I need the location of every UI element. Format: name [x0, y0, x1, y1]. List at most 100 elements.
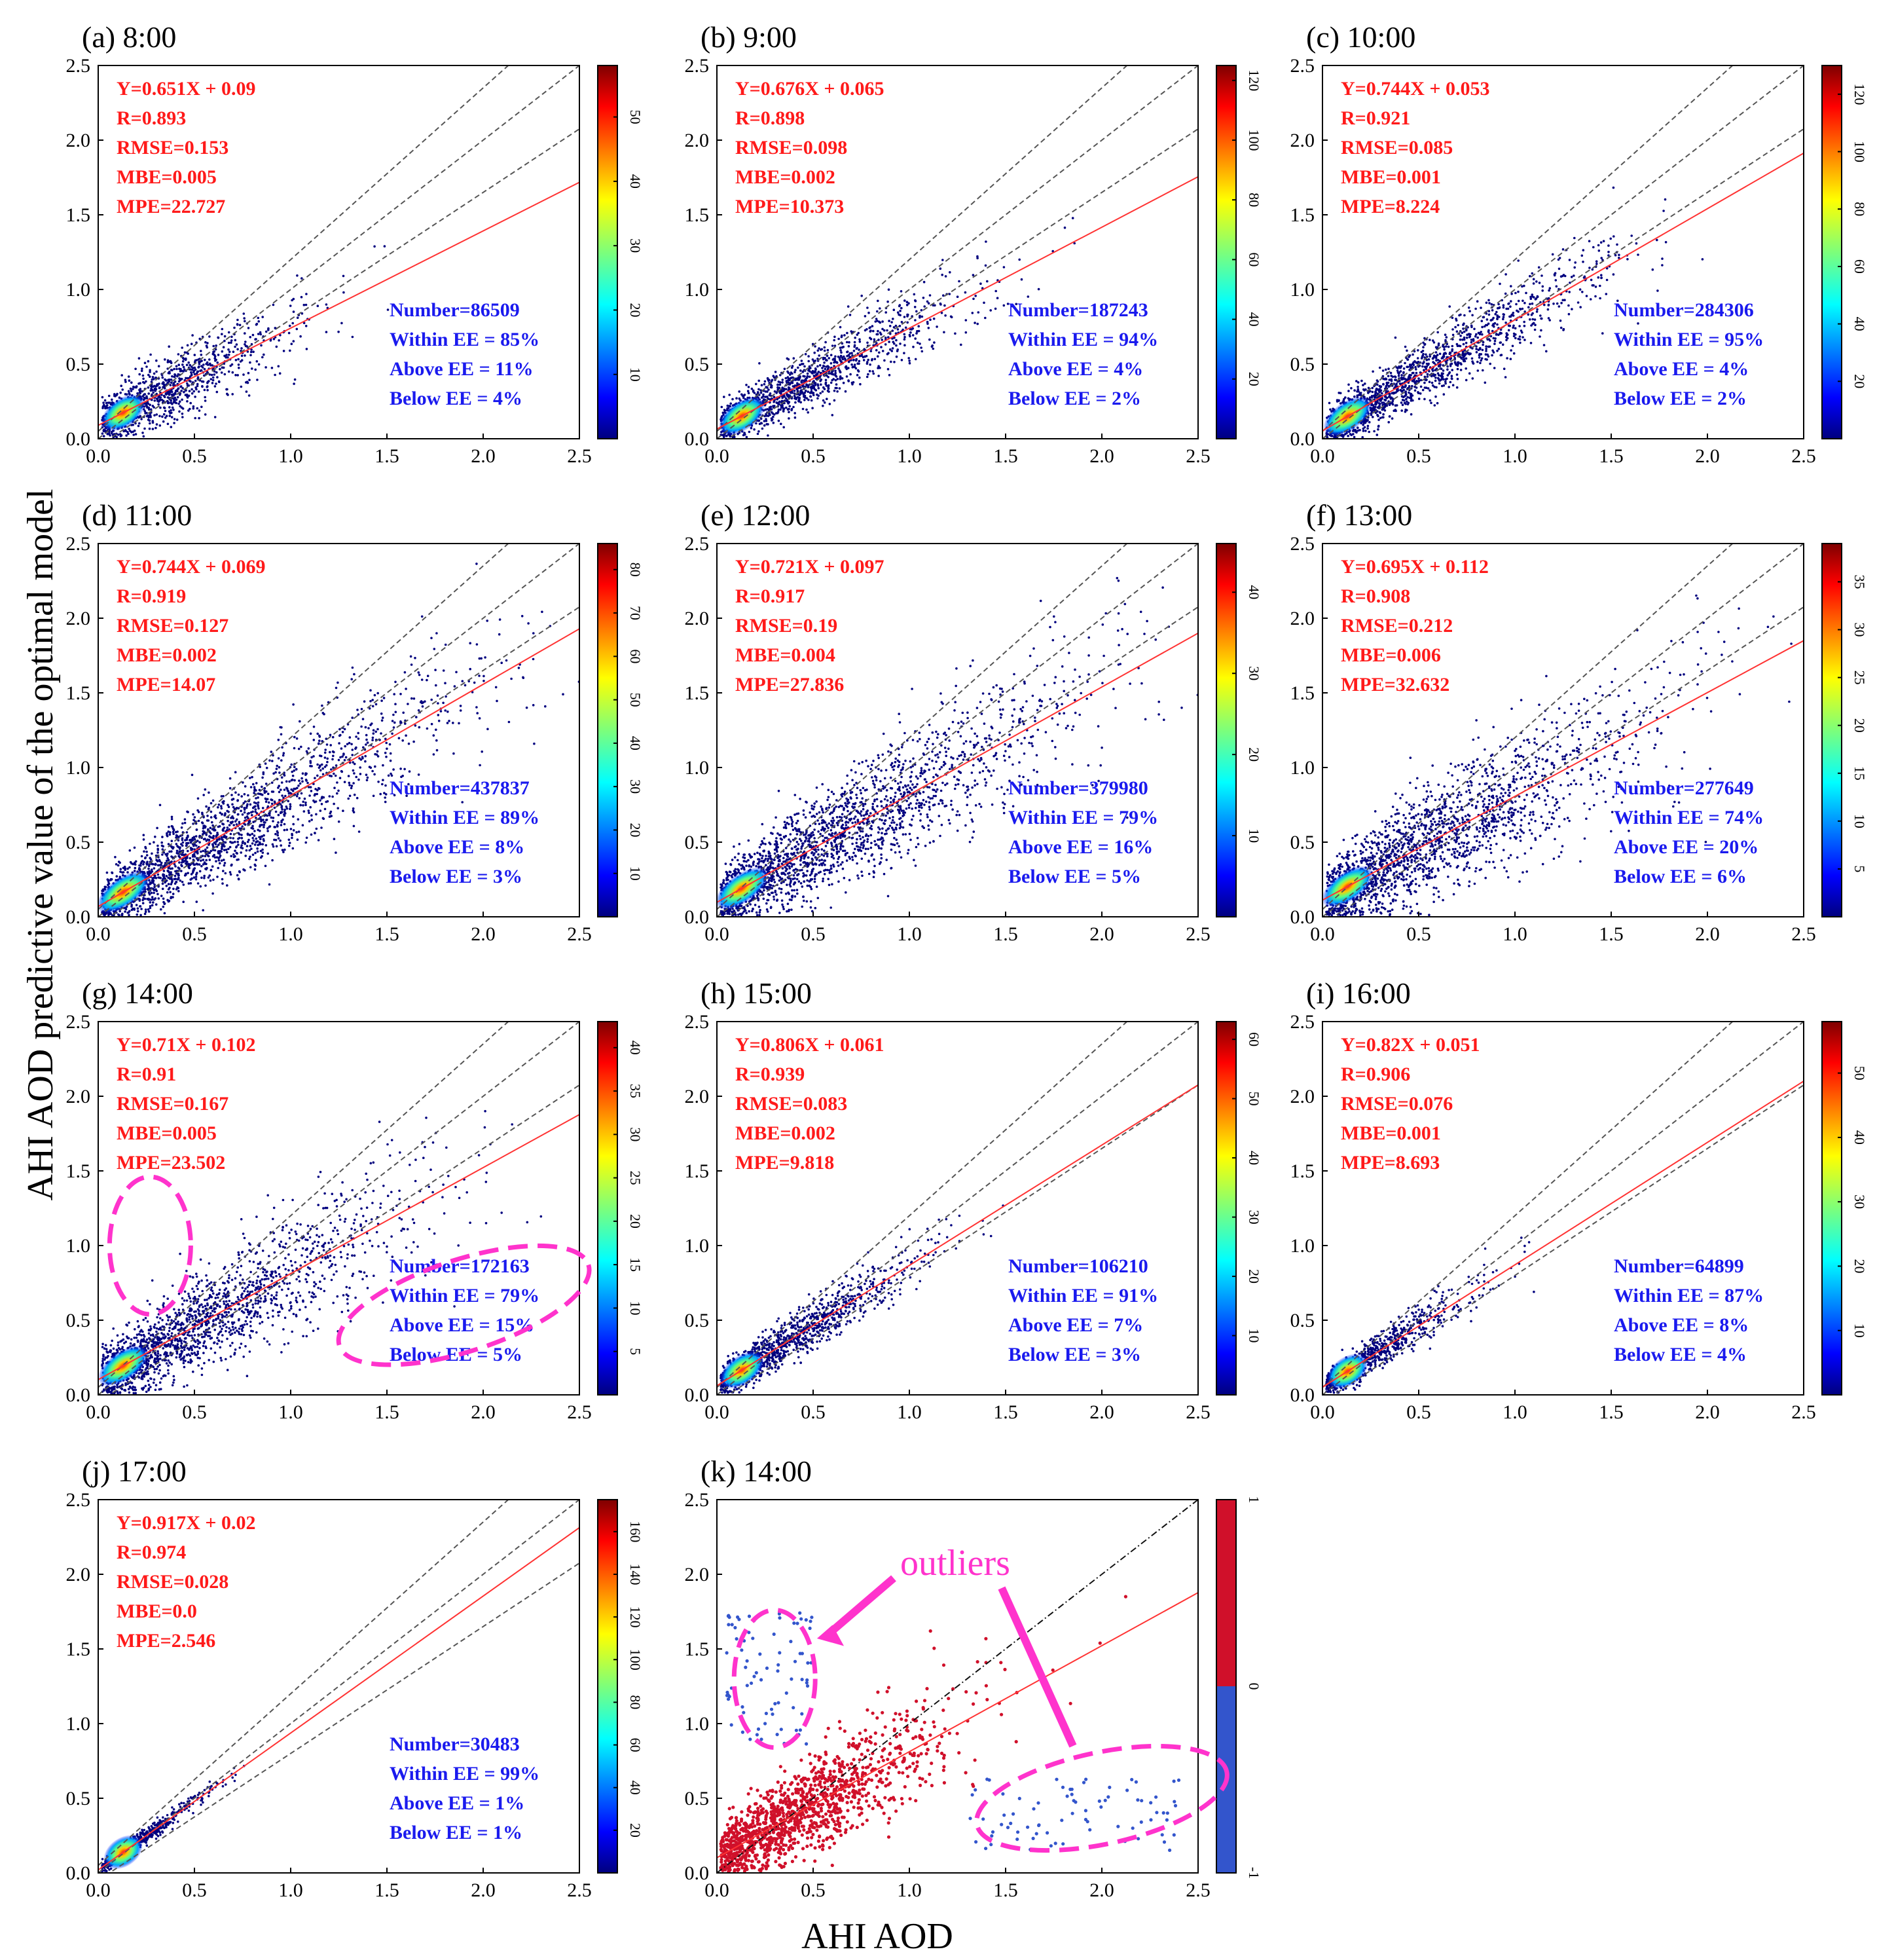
plot-area: [1322, 65, 1804, 439]
y-tick-label: 1.0: [1290, 757, 1315, 779]
x-tick-label: 2.5: [1791, 445, 1816, 467]
stat-red-line: MBE=0.005: [117, 1122, 217, 1144]
ee-line-2: [727, 128, 1198, 439]
stat-red-line: RMSE=0.076: [1341, 1093, 1453, 1115]
x-tick-label: 2.0: [1089, 1401, 1114, 1423]
stat-red-line: MBE=0.002: [735, 1122, 835, 1144]
x-tick-label: 0.0: [86, 923, 111, 945]
x-tick-label: 0.0: [704, 923, 729, 945]
axes-frame: [98, 1499, 580, 1874]
x-tick-label: 1.0: [897, 923, 922, 945]
x-tick-label: 0.0: [1310, 445, 1335, 467]
ee-line-2: [1332, 606, 1804, 917]
colorbar-tick-label: 5: [627, 1348, 644, 1355]
plot-area: [98, 1500, 579, 1873]
x-tick-label: 2.0: [1695, 923, 1720, 945]
y-tick-label: 1.0: [685, 279, 710, 301]
y-tick-label: 0.5: [1290, 1310, 1315, 1331]
x-tick-label: 1.5: [374, 1879, 399, 1901]
stat-red-line: MPE=27.836: [735, 674, 844, 695]
stat-blue-line: Within EE = 94%: [1008, 329, 1158, 350]
x-tick-label: 2.0: [471, 1401, 496, 1423]
stat-red-line: RMSE=0.212: [1341, 615, 1453, 637]
colorbar: [1821, 65, 1842, 439]
y-tick-label: 0.0: [1290, 1384, 1315, 1406]
stat-blue-line: Below EE = 4%: [1614, 1344, 1747, 1365]
y-tick-label: 0.5: [1290, 354, 1315, 375]
colorbar-tick-label: 35: [627, 1084, 644, 1098]
plot-area: [98, 1022, 579, 1395]
panel-j: (j) 17:00 0.0 0.5 1.0 1.5 2.0 2.5 0.0 0.5 1.0 1.5 2…: [66, 1454, 644, 1901]
y-tick-label: 0.0: [66, 1862, 91, 1884]
colorbar-tick-label: 60: [1246, 252, 1262, 267]
y-tick-label: 0.5: [685, 832, 710, 853]
panel-title: (i) 16:00: [1306, 976, 1411, 1010]
x-tick-label: 0.0: [704, 445, 729, 467]
stat-blue-line: Number=64899: [1614, 1255, 1744, 1277]
colorbar-tick-label: 50: [627, 693, 644, 707]
outliers-arrowhead: [816, 1625, 845, 1646]
x-tick-label: 1.0: [278, 1879, 303, 1901]
scatter-points: [719, 1595, 1181, 1873]
y-tick-label: 2.0: [1290, 608, 1315, 629]
ee-line-0: [98, 65, 509, 432]
stat-red-line: R=0.908: [1341, 585, 1410, 607]
stat-blue-line: Number=30483: [390, 1733, 520, 1755]
colorbar-tick-label: 30: [1851, 1194, 1868, 1209]
panel-title: (j) 17:00: [82, 1454, 187, 1488]
x-tick-label: 2.0: [1089, 445, 1114, 467]
y-tick-label: 2.5: [685, 1011, 710, 1033]
x-tick-label: 1.0: [1503, 445, 1527, 467]
x-tick-label: 2.5: [567, 445, 592, 467]
colorbar-tick-label: 20: [627, 303, 644, 317]
ee-line-2: [108, 606, 579, 917]
stat-red-line: Y=0.695X + 0.112: [1341, 556, 1489, 578]
colorbar-tick-label: 20: [1851, 718, 1868, 733]
y-tick-label: 2.0: [685, 1564, 710, 1585]
stat-red-line: R=0.906: [1341, 1063, 1410, 1085]
one-to-one-line: [717, 1500, 1198, 1873]
y-tick-label: 1.0: [685, 1713, 710, 1735]
stat-red-line: MBE=0.0: [117, 1600, 197, 1622]
y-tick-label: 0.5: [66, 1310, 91, 1331]
outliers-arrow: [826, 1575, 896, 1637]
stat-blue-line: Above EE = 4%: [1614, 358, 1749, 380]
stat-red-line: R=0.893: [117, 107, 186, 129]
y-tick-label: 0.0: [66, 428, 91, 450]
highlight-outlier-cluster: [731, 1608, 818, 1750]
y-tick-label: 2.5: [1290, 55, 1315, 77]
colorbar-tick-label: 20: [1246, 747, 1262, 762]
panel-title: (k) 14:00: [701, 1454, 812, 1488]
x-tick-label: 0.0: [704, 1879, 729, 1901]
x-tick-label: 1.5: [374, 445, 399, 467]
fit-line: [717, 1592, 1198, 1858]
panel-title: (a) 8:00: [82, 20, 176, 54]
stat-red-line: R=0.91: [117, 1063, 176, 1085]
colorbar-tick-label: 1: [1246, 1496, 1262, 1504]
colorbar-tick-label: 40: [627, 1041, 644, 1055]
axes-frame: [98, 65, 580, 439]
y-tick-label: 1.5: [685, 1160, 710, 1182]
y-tick-label: 2.0: [66, 1564, 91, 1585]
x-tick-label: 2.0: [1695, 1401, 1720, 1423]
fit-line: [717, 176, 1198, 430]
panel-title: (e) 12:00: [701, 498, 810, 532]
x-tick-label: 1.5: [993, 1401, 1018, 1423]
x-tick-label: 2.5: [567, 923, 592, 945]
panel-e: (e) 12:00 0.0 0.5 1.0 1.5 2.0 2.5 0.0 0.5 1.0 1.5 2…: [685, 498, 1263, 945]
x-tick-label: 1.5: [1599, 923, 1624, 945]
y-tick-label: 2.5: [685, 1489, 710, 1511]
stat-red-line: MBE=0.005: [117, 166, 217, 188]
x-tick-label: 0.5: [182, 1879, 207, 1901]
colorbar-tick-label: 80: [627, 563, 644, 577]
stat-blue-line: Number=284306: [1614, 299, 1754, 321]
outliers-pointer: [998, 1586, 1077, 1748]
colorbar-tick-label: 10: [1246, 828, 1262, 843]
x-tick-label: 1.0: [1503, 1401, 1527, 1423]
colorbar-tick-label: 30: [627, 1127, 644, 1141]
colorbar-tick-label: 30: [627, 779, 644, 794]
y-axis-label: AHI AOD predictive value of the optimal …: [20, 489, 61, 1200]
y-tick-label: 1.5: [685, 682, 710, 704]
y-tick-label: 0.0: [66, 906, 91, 928]
y-tick-label: 0.0: [1290, 428, 1315, 450]
